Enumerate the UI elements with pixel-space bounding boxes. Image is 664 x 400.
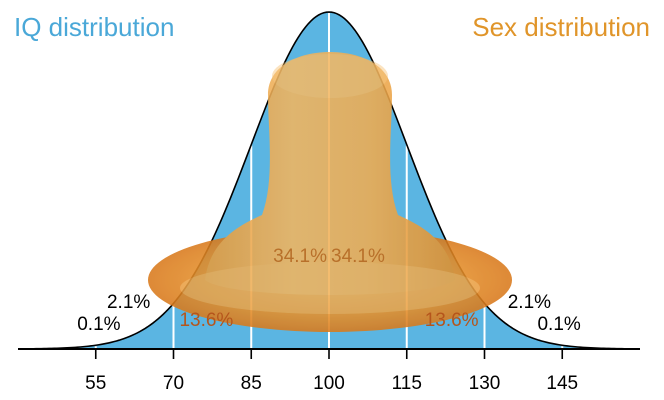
- bell-curve-outline: [17, 11, 641, 350]
- region-percent-label: 2.1%: [508, 292, 551, 313]
- region-percent-label: 0.1%: [77, 314, 120, 335]
- condom-overlay-image: [148, 52, 512, 332]
- x-axis-ticks: 55 70 85 100 115 130 145: [85, 349, 578, 394]
- region-percent-label: 13.6%: [425, 310, 479, 331]
- x-tick-label: 55: [85, 373, 106, 394]
- x-tick-label: 130: [469, 373, 501, 394]
- sex-distribution-title: Sex distribution: [472, 12, 650, 42]
- x-tick-label: 70: [163, 373, 184, 394]
- region-percent-labels: 0.1%2.1%13.6%34.1% 34.1%13.6%2.1%0.1%: [77, 246, 581, 335]
- region-percent-label: 34.1%: [331, 246, 385, 267]
- x-tick-label: 145: [546, 373, 578, 394]
- region-percent-label: 0.1%: [537, 314, 580, 335]
- region-percent-label: 34.1%: [273, 246, 327, 267]
- region-percent-label: 13.6%: [179, 310, 233, 331]
- x-tick-label: 100: [313, 373, 345, 394]
- region-percent-label: 2.1%: [107, 292, 150, 313]
- iq-distribution-title: IQ distribution: [14, 12, 175, 42]
- x-tick-label: 85: [241, 373, 262, 394]
- x-tick-label: 115: [392, 373, 422, 394]
